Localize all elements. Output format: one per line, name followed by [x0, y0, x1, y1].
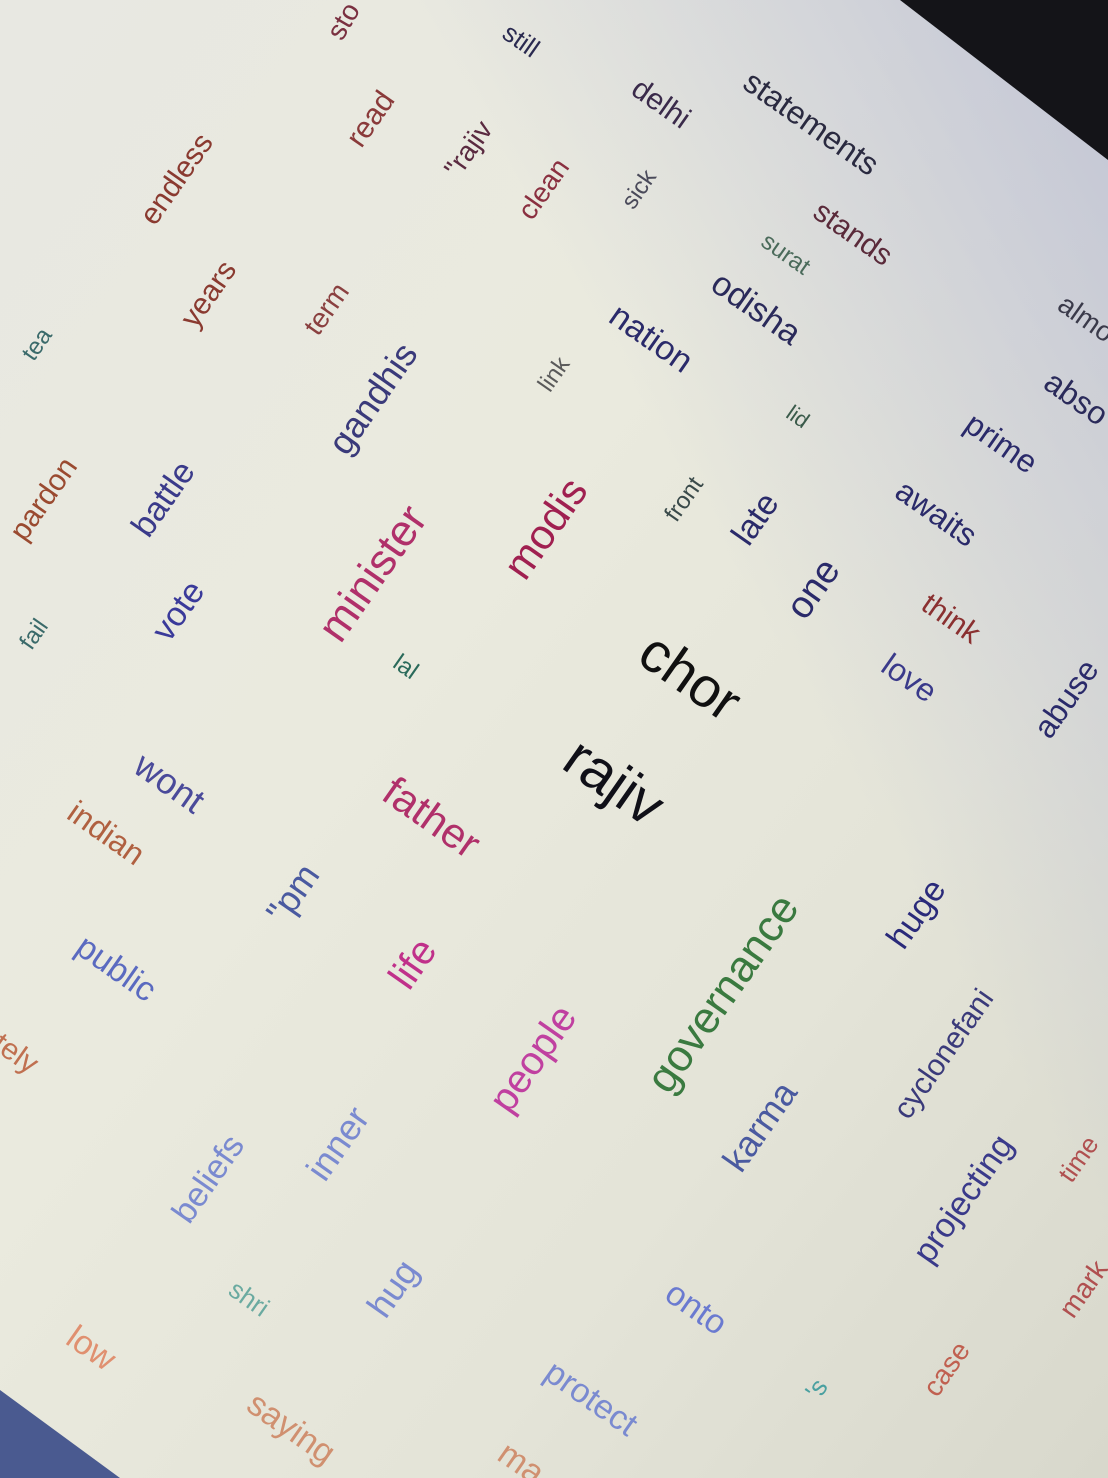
- bezel-corner: [900, 0, 1108, 160]
- taskbar-corner: [0, 1390, 120, 1478]
